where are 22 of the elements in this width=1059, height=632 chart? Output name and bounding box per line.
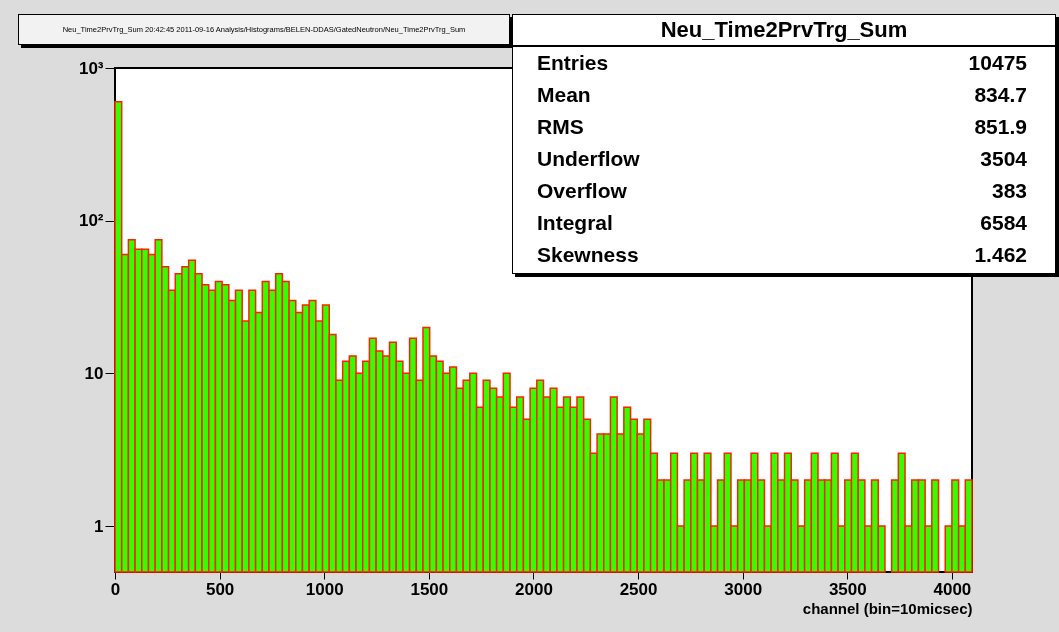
x-tick-label: 3000 bbox=[724, 579, 763, 599]
text: Underflow 3504 bbox=[537, 147, 1027, 170]
x-tick-label: 4000 bbox=[933, 579, 972, 599]
text: Entries 10475 bbox=[537, 51, 1027, 74]
text: Skewness 1.462 bbox=[537, 243, 1027, 266]
text: Integral 6584 bbox=[537, 211, 1027, 234]
y-tick-label: 10 bbox=[84, 363, 104, 383]
y-tick-label: 10² bbox=[78, 211, 104, 231]
x-axis-title: channel (bin=10micsec) bbox=[802, 599, 973, 617]
x-tick-label: 1500 bbox=[410, 579, 449, 599]
text: Mean 834.7 bbox=[537, 83, 1027, 106]
x-tick-label: 2000 bbox=[515, 579, 553, 599]
x-tick-label: 0 bbox=[110, 579, 121, 599]
y-tick-label: 10³ bbox=[78, 58, 104, 78]
x-tick-label: 500 bbox=[205, 579, 235, 599]
x-tick-label: 1000 bbox=[305, 579, 344, 599]
y-tick-label: 1 bbox=[94, 516, 104, 536]
x-tick-label: 2500 bbox=[619, 579, 658, 599]
text: Overflow 383 bbox=[537, 179, 1027, 202]
text: RMS 851.9 bbox=[537, 115, 1027, 138]
text: Neu_Time2PrvTrg_Sum bbox=[513, 15, 1055, 47]
x-tick-label: 3500 bbox=[828, 579, 867, 599]
